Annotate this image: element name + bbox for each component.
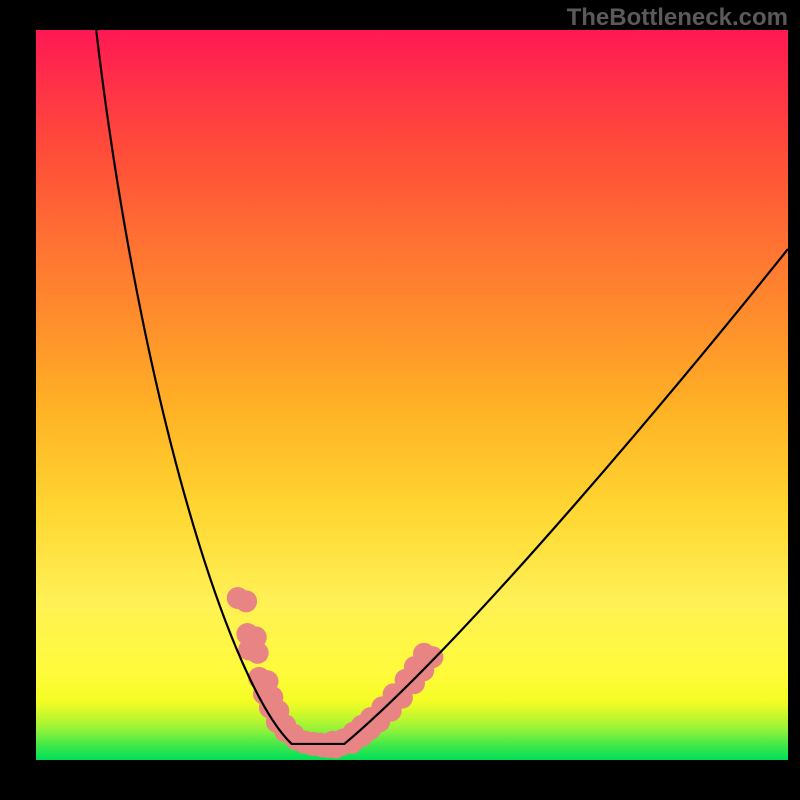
gradient-backdrop — [36, 30, 788, 760]
bottleneck-chart — [0, 0, 800, 800]
highlight-dot — [247, 642, 269, 664]
watermark-text: TheBottleneck.com — [567, 4, 788, 32]
highlight-dot — [235, 590, 257, 612]
highlight-dot — [421, 646, 443, 668]
